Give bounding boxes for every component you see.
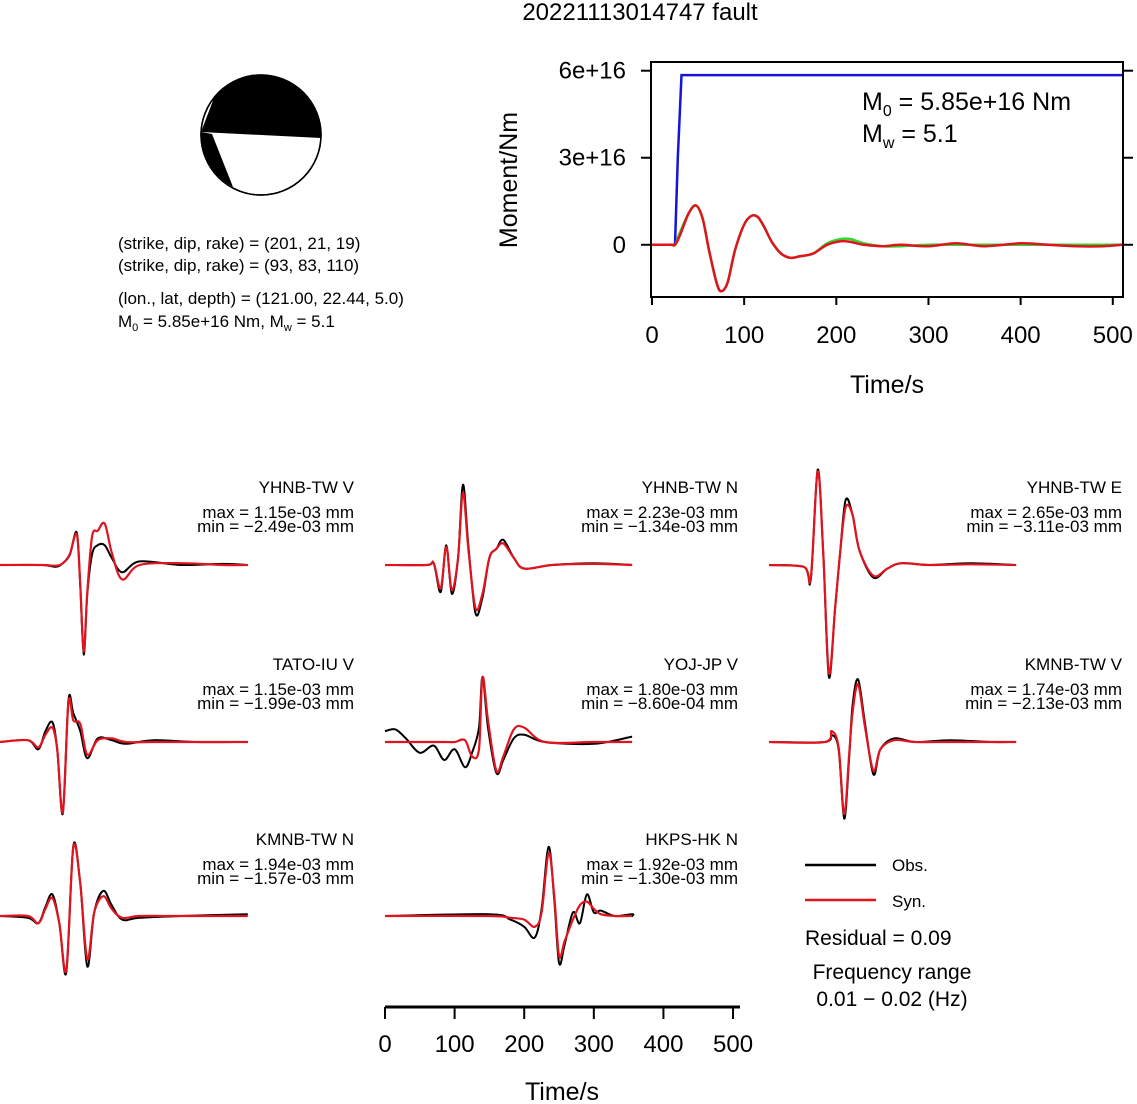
station-name: KMNB-TW V <box>1025 655 1123 674</box>
synthetic-waveform <box>0 697 248 814</box>
amplitude-max: max = 1.74e-03 mm <box>970 680 1122 699</box>
synthetic-waveform <box>768 470 1017 676</box>
waveform-xtick-label: 300 <box>574 1031 614 1058</box>
waveform-time-axis: Time/s 0 100 200 300 400 500 <box>378 1005 753 1104</box>
frequency-range-title: Frequency range <box>813 961 972 984</box>
moment-m0-annotation: M0 = 5.85e+16 Nm <box>862 88 1071 120</box>
moment-series-line <box>652 204 1122 293</box>
moment-ytick-label: 0 <box>613 232 626 259</box>
waveform-xtick-label: 0 <box>378 1031 391 1058</box>
moment-xtick-label: 200 <box>816 322 856 349</box>
amplitude-min: min = −2.13e-03 mm <box>965 694 1122 713</box>
station-name: TATO-IU V <box>273 655 355 674</box>
waveform-xlabel: Time/s <box>525 1078 599 1104</box>
amplitude-max: max = 2.65e-03 mm <box>970 503 1122 522</box>
moment-magnitude-summary: M0 = 5.85e+16 Nm, Mw = 5.1 <box>118 312 335 334</box>
moment-xtick-label: 500 <box>1093 322 1133 349</box>
waveform-xtick-label: 400 <box>643 1031 683 1058</box>
moment-series-line <box>652 204 1123 293</box>
legend-obs-label: Obs. <box>892 856 928 875</box>
nodal-plane-1: (strike, dip, rake) = (201, 21, 19) <box>118 234 360 253</box>
synthetic-waveform <box>0 521 248 653</box>
nodal-plane-2: (strike, dip, rake) = (93, 83, 110) <box>118 256 359 275</box>
moment-xtick-label: 300 <box>908 322 948 349</box>
station-name: HKPS-HK N <box>645 830 738 849</box>
frequency-range-value: 0.01 − 0.02 (Hz) <box>816 988 967 1011</box>
waveform-xtick-label: 500 <box>713 1031 753 1058</box>
moment-ylabel: Moment/Nm <box>495 112 523 248</box>
focal-mechanism-beachball <box>200 74 322 196</box>
moment-mw-annotation: Mw = 5.1 <box>862 120 958 152</box>
page-title: 20221113014747 fault <box>522 0 758 26</box>
moment-xtick-label: 100 <box>724 322 764 349</box>
moment-xtick-label: 0 <box>645 322 658 349</box>
synthetic-waveform <box>384 675 633 774</box>
synthetic-waveform <box>768 683 1017 816</box>
amplitude-min: min = −8.60e-04 mm <box>581 694 738 713</box>
amplitude-max: max = 1.92e-03 mm <box>586 855 738 874</box>
amplitude-max: max = 1.94e-03 mm <box>202 855 354 874</box>
amplitude-min: min = −1.30e-03 mm <box>581 869 738 888</box>
moment-rate-plot: 0 100 200 300 400 500 0 3e+16 6e+16 Moment/Nm Ti… <box>495 58 1133 399</box>
location-depth: (lon., lat, depth) = (121.00, 22.44, 5.0… <box>118 289 404 308</box>
observed-waveform <box>0 530 248 656</box>
station-name: YHNB-TW E <box>1027 478 1122 497</box>
station-name: KMNB-TW N <box>256 830 354 849</box>
observed-waveform <box>384 676 633 776</box>
synthetic-waveform <box>384 491 633 612</box>
moment-xlabel: Time/s <box>850 371 924 399</box>
moment-plot-ticks: 0 100 200 300 400 500 0 3e+16 6e+16 <box>559 58 1133 349</box>
station-name: YHNB-TW V <box>259 478 355 497</box>
moment-plot-frame <box>650 61 1124 298</box>
synthetic-waveform <box>384 851 633 959</box>
moment-ytick-label: 3e+16 <box>559 145 626 172</box>
amplitude-min: min = −3.11e-03 mm <box>966 517 1122 536</box>
amplitude-min: min = −1.99e-03 mm <box>197 694 354 713</box>
waveform-xtick-label: 100 <box>435 1031 475 1058</box>
station-name: YHNB-TW N <box>642 478 738 497</box>
station-name: YOJ-JP V <box>664 655 739 674</box>
waveform-xtick-label: 200 <box>504 1031 544 1058</box>
source-parameters: (strike, dip, rake) = (201, 21, 19) (str… <box>118 234 404 334</box>
moment-xtick-label: 400 <box>1001 322 1041 349</box>
amplitude-max: max = 1.80e-03 mm <box>586 680 738 699</box>
moment-ytick-label: 6e+16 <box>559 58 626 85</box>
synthetic-waveform <box>0 843 248 974</box>
residual-value: Residual = 0.09 <box>805 927 952 950</box>
amplitude-min: min = −2.49e-03 mm <box>197 517 354 536</box>
legend-syn-label: Syn. <box>892 892 926 911</box>
amplitude-min: min = −1.34e-03 mm <box>581 517 738 536</box>
moment-plot-lines <box>652 73 1123 293</box>
observed-waveform <box>768 468 1017 679</box>
waveform-legend: Obs. Syn. Residual = 0.09 Frequency rang… <box>805 856 971 1011</box>
amplitude-max: max = 2.23e-03 mm <box>586 503 738 522</box>
amplitude-max: max = 1.15e-03 mm <box>202 503 354 522</box>
amplitude-max: max = 1.15e-03 mm <box>202 680 354 699</box>
amplitude-min: min = −1.57e-03 mm <box>197 869 354 888</box>
